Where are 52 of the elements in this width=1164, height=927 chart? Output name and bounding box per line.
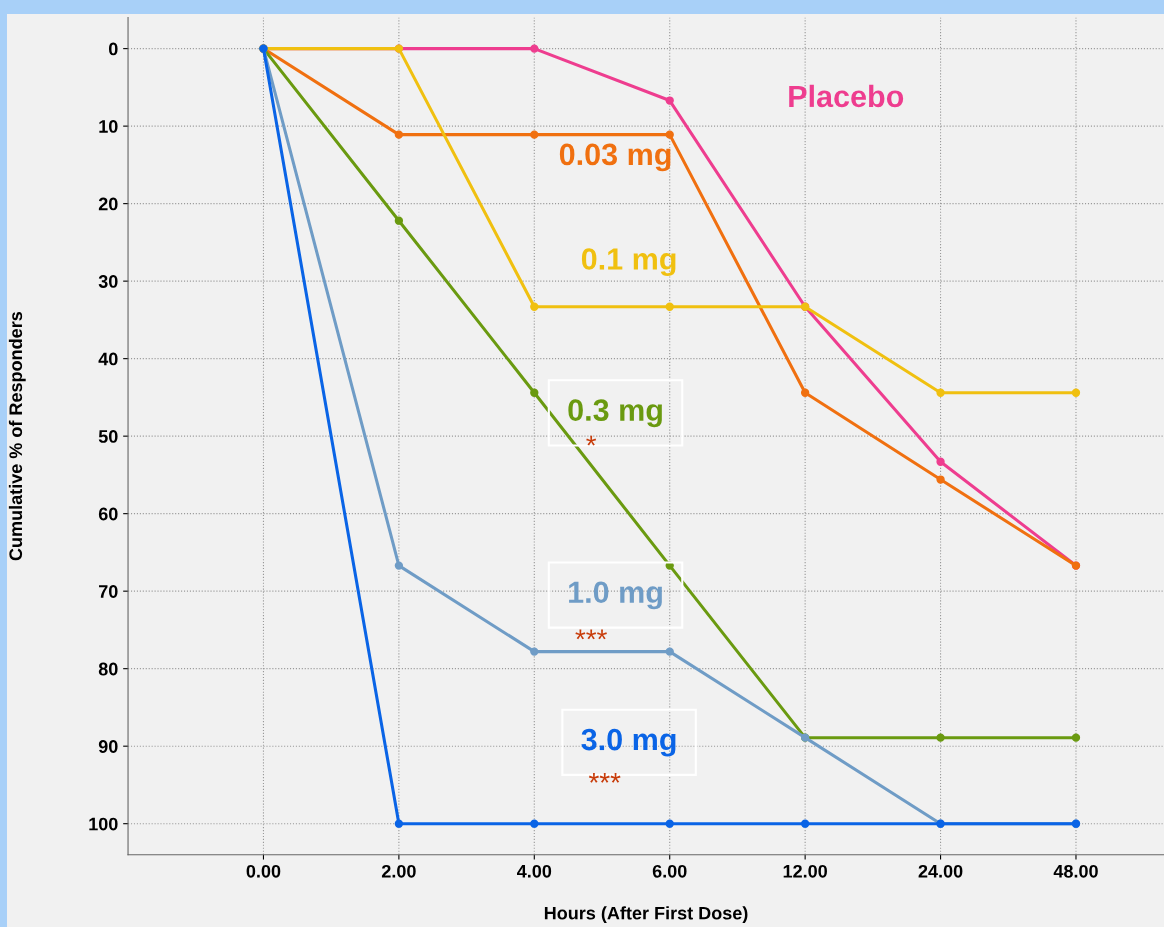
point: [800, 819, 810, 828]
point: [530, 130, 539, 139]
series-label: 0.03 mg: [559, 143, 671, 172]
annotation: ***: [588, 773, 621, 783]
y-tick-label: 30: [98, 275, 118, 288]
y-tick-label: 100: [89, 817, 118, 831]
point: [936, 388, 945, 397]
x-tick-label: 12.00: [783, 864, 827, 878]
x-axis-title: Hours (After First Dose): [544, 906, 748, 924]
y-tick-label: 40: [98, 352, 118, 366]
x-tick-label: 0.00: [246, 864, 281, 878]
y-tick-label: 60: [98, 507, 118, 521]
y-tick-label: 90: [98, 740, 118, 753]
point: [394, 819, 404, 828]
point: [394, 216, 404, 225]
point: [936, 733, 945, 742]
x-tick-label: 2.00: [381, 864, 416, 878]
series-label: 0.1 mg: [581, 248, 676, 276]
point: [665, 647, 674, 656]
annotation: ***: [575, 629, 607, 640]
point: [665, 130, 674, 139]
series-label: 0.3 mg: [568, 399, 662, 428]
point: [530, 647, 539, 656]
y-tick-label: 0: [108, 42, 118, 56]
x-tick-label: 6.00: [652, 864, 687, 878]
text: Placebo: [789, 84, 904, 108]
point: [665, 96, 674, 105]
y-axis-title: Cumulative % of Responders: [8, 311, 26, 561]
x-tick-label: 48.00: [1053, 864, 1098, 878]
annotation: *: [586, 435, 597, 446]
point: [665, 302, 674, 311]
point: [394, 130, 404, 139]
y-tick-label: 10: [99, 120, 118, 133]
point: [936, 457, 945, 466]
point: [1071, 388, 1081, 397]
series-label: 1.0 mg: [569, 581, 662, 610]
point: [665, 819, 674, 828]
x-tick-label: 4.00: [517, 864, 552, 878]
point: [530, 44, 539, 53]
point: [394, 561, 404, 570]
x-tick-label: 24.00: [918, 864, 963, 878]
y-tick-label: 20: [98, 197, 118, 211]
point: [530, 302, 539, 311]
point: [936, 475, 945, 484]
y-tick-label: 80: [98, 662, 118, 676]
point: [800, 388, 810, 397]
point: [1071, 733, 1081, 742]
point: [530, 388, 539, 397]
point: [530, 819, 539, 828]
text: 3.0 mg: [581, 728, 676, 757]
y-tick-label: 70: [99, 585, 118, 598]
y-tick-label: 50: [98, 430, 118, 443]
